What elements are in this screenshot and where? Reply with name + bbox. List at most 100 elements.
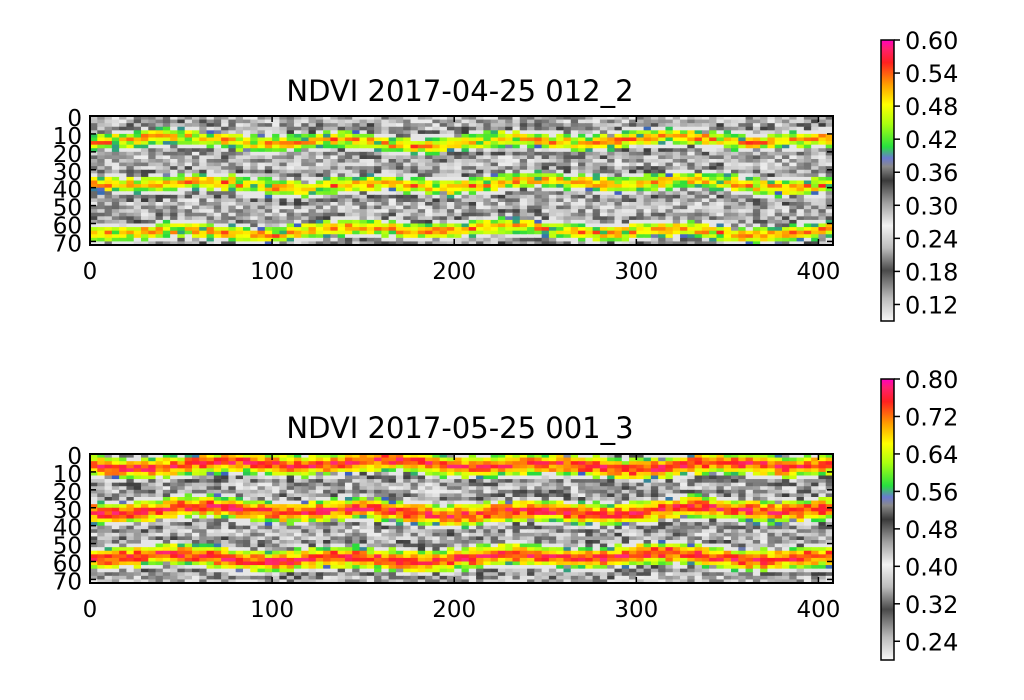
heatmap-cell [206, 148, 215, 153]
heatmap-cell [476, 130, 485, 135]
heatmap-cell [425, 155, 434, 160]
heatmap-cell [650, 227, 659, 232]
heatmap-cell [388, 227, 397, 232]
heatmap-cell [417, 205, 426, 210]
heatmap-cell [417, 471, 426, 477]
heatmap-cell [527, 126, 536, 132]
heatmap-cell [170, 176, 179, 182]
heatmap-cell [155, 219, 164, 225]
heatmap-cell [497, 116, 506, 121]
heatmap-cell [330, 116, 339, 121]
heatmap-cell [206, 209, 215, 214]
heatmap-cell [213, 482, 222, 487]
heatmap-cell [126, 212, 135, 218]
heatmap-cell [811, 219, 820, 225]
heatmap-cell [476, 116, 485, 121]
heatmap-cell [250, 227, 259, 232]
heatmap-cell [337, 464, 346, 470]
heatmap-cell [228, 241, 237, 245]
heatmap-cell [250, 223, 259, 228]
heatmap-cell [461, 205, 470, 210]
heatmap-cell [388, 486, 397, 491]
heatmap-cell [556, 180, 565, 185]
heatmap-cell [417, 202, 426, 207]
heatmap-cell [381, 227, 390, 232]
heatmap-cell [366, 209, 375, 214]
heatmap-cell [483, 176, 492, 182]
heatmap-cell [454, 187, 463, 192]
heatmap-cell [257, 169, 266, 175]
heatmap-cell [425, 475, 434, 480]
heatmap-cell [177, 166, 186, 171]
heatmap-cell [162, 133, 171, 139]
heatmap-cell [410, 155, 419, 160]
heatmap-cell [789, 176, 798, 182]
heatmap-cell [323, 141, 332, 146]
heatmap-cell [796, 454, 805, 459]
heatmap-cell [556, 126, 565, 132]
heatmap-cell [264, 493, 273, 498]
heatmap-cell [650, 489, 659, 495]
heatmap-cell [439, 223, 448, 228]
heatmap-cell [446, 227, 455, 232]
heatmap-cell [315, 166, 324, 171]
heatmap-cell [199, 162, 208, 167]
heatmap-cell [228, 468, 237, 473]
heatmap-cell [789, 180, 798, 185]
heatmap-cell [191, 234, 200, 239]
heatmap-cell [272, 493, 281, 498]
heatmap-cell [607, 461, 616, 466]
heatmap-cell [279, 479, 288, 484]
heatmap-cell [250, 130, 259, 135]
heatmap-cell [563, 493, 572, 498]
heatmap-cell [177, 497, 186, 502]
heatmap-cell [177, 489, 186, 495]
heatmap-cell [97, 479, 106, 484]
heatmap-cell [170, 133, 179, 139]
heatmap-cell [381, 180, 390, 185]
heatmap-cell [308, 184, 317, 189]
heatmap-cell [614, 169, 623, 175]
heatmap-cell [803, 234, 812, 239]
heatmap-cell [286, 497, 295, 502]
heatmap-cell [585, 237, 594, 243]
heatmap-cell [403, 209, 412, 214]
heatmap-cell [643, 212, 652, 218]
heatmap-cell [621, 191, 630, 196]
heatmap-cell [446, 489, 455, 495]
heatmap-cell [417, 126, 426, 132]
heatmap-cell [650, 457, 659, 462]
x-tick-label: 300 [614, 259, 658, 285]
heatmap-cell [344, 475, 353, 480]
heatmap-cell [687, 209, 696, 214]
heatmap-cell [738, 180, 747, 185]
heatmap-cell [519, 493, 528, 498]
heatmap-cell [745, 489, 754, 495]
heatmap-cell [395, 119, 404, 124]
heatmap-cell [410, 191, 419, 196]
heatmap-cell [170, 241, 179, 245]
heatmap-cell [548, 237, 557, 243]
heatmap-cell [264, 166, 273, 171]
heatmap-cell [177, 486, 186, 491]
heatmap-cell [774, 119, 783, 124]
heatmap-cell [760, 176, 769, 182]
heatmap-cell [352, 155, 361, 160]
heatmap-cell [614, 223, 623, 228]
heatmap-cell [621, 202, 630, 207]
heatmap-cell [374, 202, 383, 207]
heatmap-cell [323, 187, 332, 192]
heatmap-cell [731, 234, 740, 239]
heatmap-cell [592, 187, 601, 192]
heatmap-cell [782, 241, 791, 245]
heatmap-cell [133, 486, 142, 491]
heatmap-cell [235, 130, 244, 135]
heatmap-cell [323, 123, 332, 128]
heatmap-cell [279, 237, 288, 243]
heatmap-cell [221, 137, 230, 142]
heatmap-cell [723, 479, 732, 484]
heatmap-cell [694, 130, 703, 135]
heatmap-cell [199, 454, 208, 459]
heatmap-cell [162, 227, 171, 232]
heatmap-cell [599, 479, 608, 484]
